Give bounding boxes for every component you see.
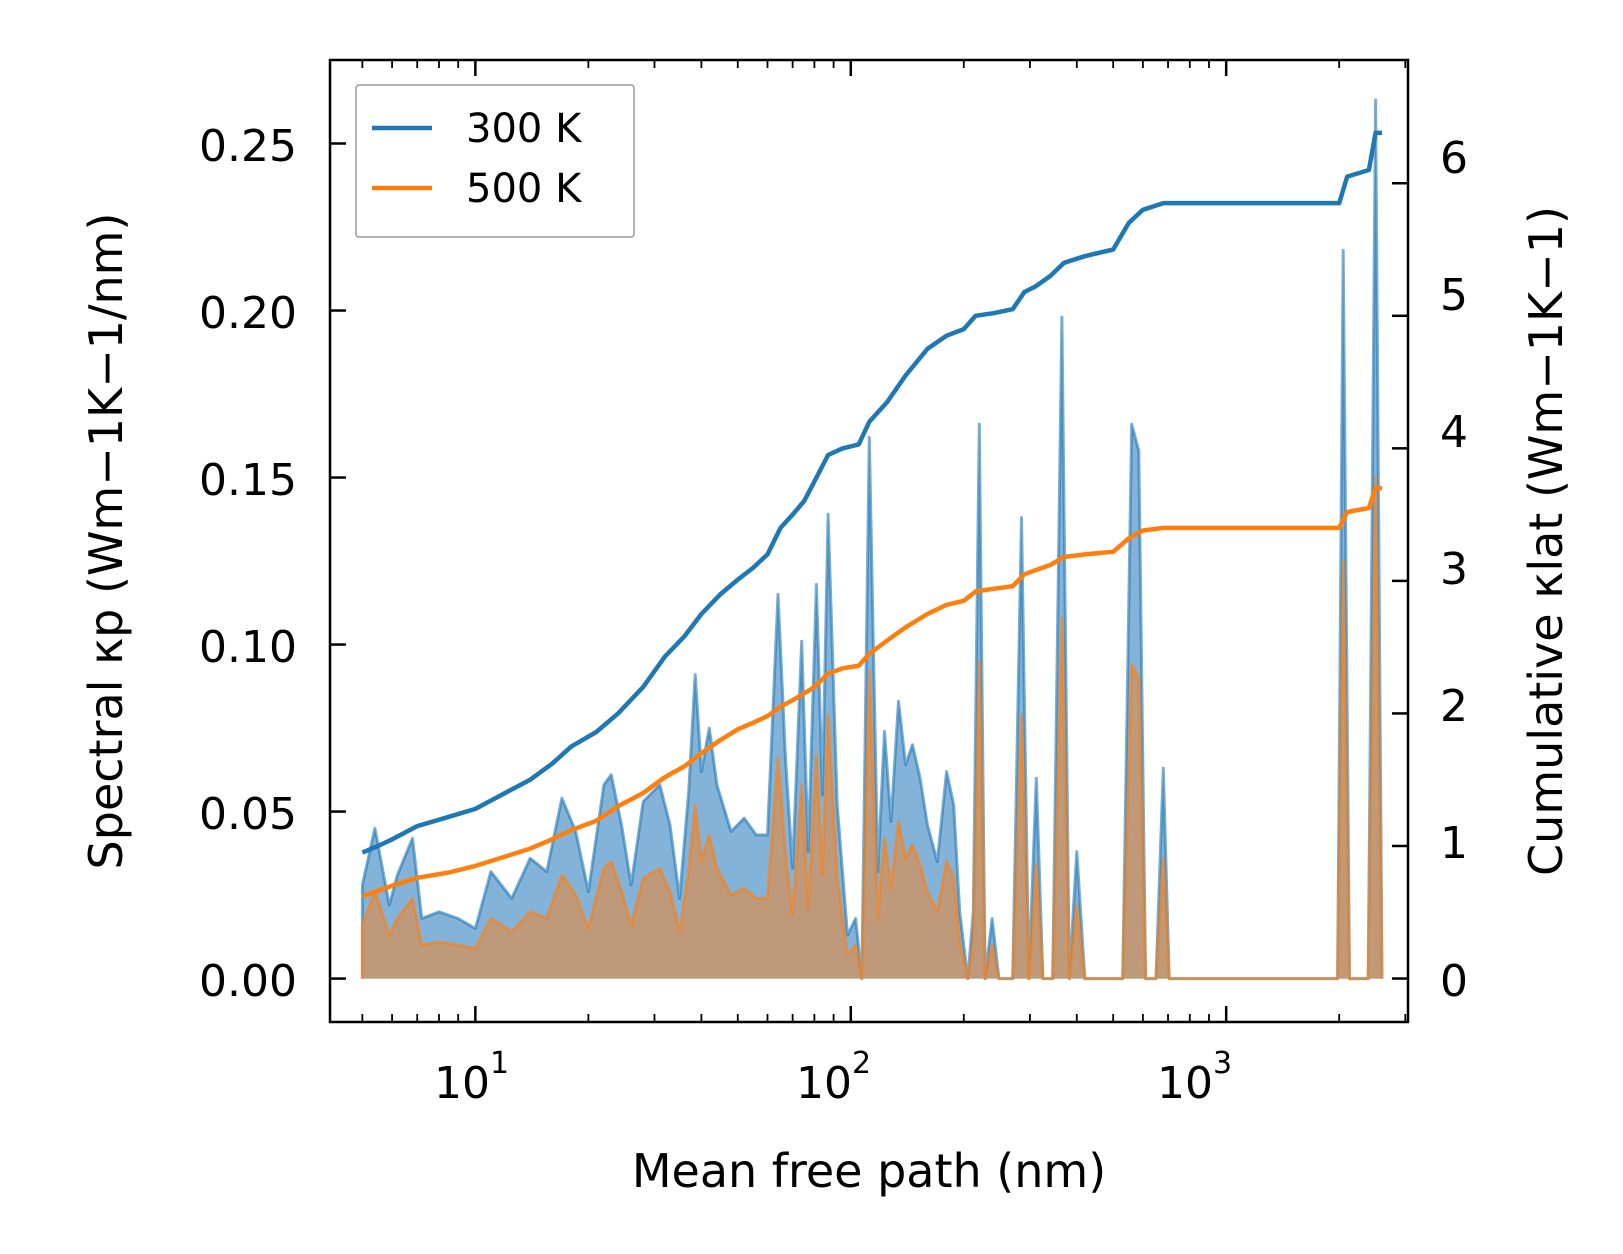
- y-left-tick-label-4: 0.20: [199, 288, 297, 339]
- cumulative-500k-line: [361, 485, 1382, 899]
- x-tick-label-10-2-exp: 2: [852, 1046, 871, 1081]
- y-right-tick-label-2: 2: [1440, 681, 1468, 732]
- spectral-300k-edge: [360, 98, 1384, 981]
- y-right-tick-label-4: 4: [1440, 407, 1468, 458]
- x-tick-label-10-1: 10 1: [434, 1046, 509, 1109]
- series-line-layer: [361, 130, 1382, 899]
- legend-label-300k: 300 K: [466, 106, 583, 152]
- y-left-tick-label-3: 0.15: [199, 455, 297, 506]
- plot-frame: [328, 58, 1410, 1024]
- cumulative-300k-line: [361, 130, 1382, 855]
- legend-label-500k: 500 K: [466, 166, 583, 212]
- y-right-tick-label-1: 1: [1440, 818, 1468, 869]
- legend: 300 K 500 K: [355, 84, 635, 238]
- legend-box: [355, 84, 635, 238]
- x-tick-label-10-3: 10 3: [1157, 1046, 1232, 1109]
- y-left-tick-label-0: 0.00: [199, 956, 297, 1007]
- spectral-fill-layer: [360, 98, 1384, 981]
- y-left-tick-label-2: 0.10: [199, 622, 297, 673]
- y-right-tick-label-3: 3: [1440, 544, 1468, 595]
- x-tick-label-10-2-base: 10: [796, 1058, 852, 1109]
- y-left-axis-label: Spectral κp (Wm−1K−1/nm): [79, 213, 133, 870]
- spectral-500k-edge: [360, 476, 1384, 981]
- y-right-tick-label-0: 0: [1440, 956, 1468, 1007]
- x-axis-label: Mean free path (nm): [632, 1144, 1106, 1198]
- tick-layer: [330, 60, 1408, 1022]
- y-left-tick-label-1: 0.05: [199, 789, 297, 840]
- x-tick-label-10-1-exp: 1: [490, 1046, 509, 1081]
- x-tick-label-10-1-base: 10: [434, 1058, 490, 1109]
- y-left-tick-label-5: 0.25: [199, 121, 297, 172]
- x-tick-label-10-2: 10 2: [796, 1046, 871, 1109]
- y-right-axis-label: Cumulative κlat (Wm−1K−1): [1519, 206, 1573, 876]
- x-tick-label-10-3-base: 10: [1157, 1058, 1213, 1109]
- x-tick-label-10-3-exp: 3: [1213, 1046, 1232, 1081]
- y-right-tick-label-6: 6: [1440, 133, 1468, 184]
- y-right-tick-label-5: 5: [1440, 270, 1468, 321]
